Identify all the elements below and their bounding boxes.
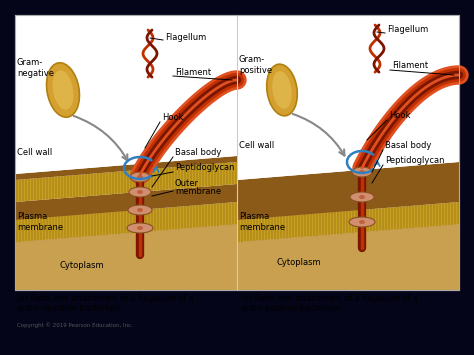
Polygon shape <box>237 15 459 180</box>
Ellipse shape <box>130 172 150 182</box>
Polygon shape <box>15 156 237 180</box>
Text: Plasma
membrane: Plasma membrane <box>17 212 63 232</box>
FancyBboxPatch shape <box>237 210 459 290</box>
Ellipse shape <box>137 226 143 230</box>
FancyBboxPatch shape <box>15 210 237 290</box>
Ellipse shape <box>267 64 297 116</box>
Text: Hook: Hook <box>162 113 183 122</box>
Text: Gram-
positive: Gram- positive <box>239 55 272 75</box>
Text: Peptidoglycan: Peptidoglycan <box>385 156 445 165</box>
Text: Peptidoglycan: Peptidoglycan <box>175 163 235 172</box>
Text: Filament: Filament <box>392 61 428 70</box>
Polygon shape <box>15 202 237 242</box>
Text: membrane: membrane <box>175 187 221 196</box>
Ellipse shape <box>128 205 152 215</box>
Polygon shape <box>15 15 237 174</box>
Text: Basal body: Basal body <box>175 148 221 157</box>
Ellipse shape <box>349 217 375 227</box>
Text: Cell wall: Cell wall <box>17 148 52 157</box>
Polygon shape <box>237 162 459 220</box>
Text: Flagellum: Flagellum <box>165 33 206 42</box>
Ellipse shape <box>46 63 80 117</box>
Ellipse shape <box>137 208 143 212</box>
FancyBboxPatch shape <box>15 15 237 156</box>
Text: Flagellum: Flagellum <box>387 25 428 34</box>
Ellipse shape <box>129 187 151 197</box>
Ellipse shape <box>352 167 372 177</box>
Ellipse shape <box>137 190 143 194</box>
Ellipse shape <box>53 70 73 110</box>
Text: Gram-
negative: Gram- negative <box>17 58 54 78</box>
Polygon shape <box>15 184 237 220</box>
Ellipse shape <box>127 223 153 233</box>
Polygon shape <box>237 202 459 242</box>
Ellipse shape <box>359 195 365 199</box>
Polygon shape <box>237 202 459 220</box>
Ellipse shape <box>137 175 143 179</box>
Ellipse shape <box>359 170 365 174</box>
Text: Plasma
membrane: Plasma membrane <box>239 212 285 232</box>
Text: Copyright © 2019 Pearson Education, Inc.: Copyright © 2019 Pearson Education, Inc. <box>17 322 133 328</box>
Ellipse shape <box>350 192 374 202</box>
Text: (a) Parts and attachment of a flagellum of a
gram-negative bacterium: (a) Parts and attachment of a flagellum … <box>17 294 193 313</box>
FancyBboxPatch shape <box>15 15 459 290</box>
Text: Basal body: Basal body <box>385 141 431 150</box>
Polygon shape <box>15 162 237 202</box>
Text: Outer: Outer <box>175 179 199 188</box>
Text: Filament: Filament <box>175 68 211 77</box>
Text: (b) Parts and attachment of a flagellum of a
gram-positive bacterium: (b) Parts and attachment of a flagellum … <box>241 294 418 313</box>
Text: Cell wall: Cell wall <box>239 141 274 150</box>
Ellipse shape <box>359 220 365 224</box>
Ellipse shape <box>272 71 292 109</box>
Text: Cytoplasm: Cytoplasm <box>277 258 322 267</box>
Text: Cytoplasm: Cytoplasm <box>60 261 105 270</box>
Text: Hook: Hook <box>389 111 410 120</box>
